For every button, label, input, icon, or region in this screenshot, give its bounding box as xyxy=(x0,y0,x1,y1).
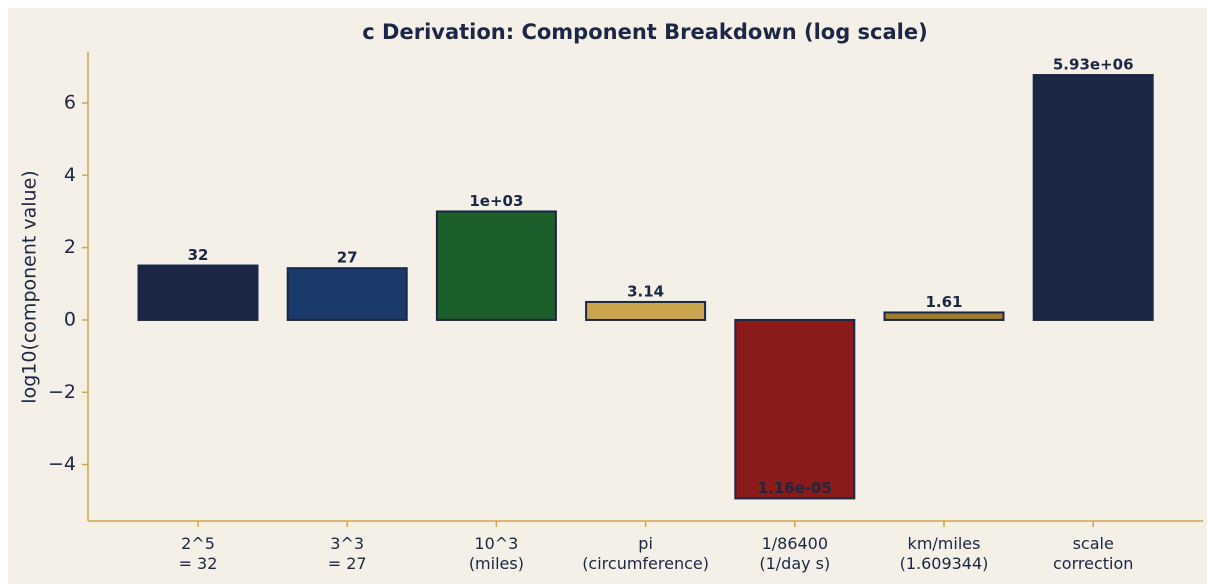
bar xyxy=(137,264,259,321)
chart-title: c Derivation: Component Breakdown (log s… xyxy=(362,20,927,44)
y-tick-label: 4 xyxy=(64,164,76,186)
bar xyxy=(286,267,408,321)
value-label: 32 xyxy=(188,246,209,264)
x-tick-label: km/miles (1.609344) xyxy=(899,534,989,573)
value-label: 1.61 xyxy=(925,293,962,311)
bar xyxy=(883,311,1005,321)
y-tick-label: 2 xyxy=(64,236,76,258)
value-label: 1.16e-05 xyxy=(758,479,832,497)
y-axis-label: log10(component value) xyxy=(19,170,41,403)
value-label: 5.93e+06 xyxy=(1053,56,1134,74)
y-tick-label: 0 xyxy=(64,308,76,330)
x-tick-label: 3^3 = 27 xyxy=(327,534,367,573)
bar xyxy=(585,300,707,321)
value-label: 3.14 xyxy=(627,282,664,300)
bar xyxy=(734,318,856,500)
y-tick-label: −2 xyxy=(48,381,76,403)
x-tick-label: scale correction xyxy=(1052,534,1134,573)
x-tick-label: 2^5 = 32 xyxy=(178,534,218,573)
y-tick-label: −4 xyxy=(48,453,76,475)
value-label: 27 xyxy=(337,249,358,267)
x-tick-label: 1/86400 (1/day s) xyxy=(759,534,831,573)
bar xyxy=(1032,74,1154,321)
x-tick-label: 10^3 (miles) xyxy=(468,534,524,573)
value-label: 1e+03 xyxy=(469,192,523,210)
bar xyxy=(435,210,557,321)
x-tick-label: pi (circumference) xyxy=(582,534,709,573)
y-tick-label: 6 xyxy=(64,91,76,113)
